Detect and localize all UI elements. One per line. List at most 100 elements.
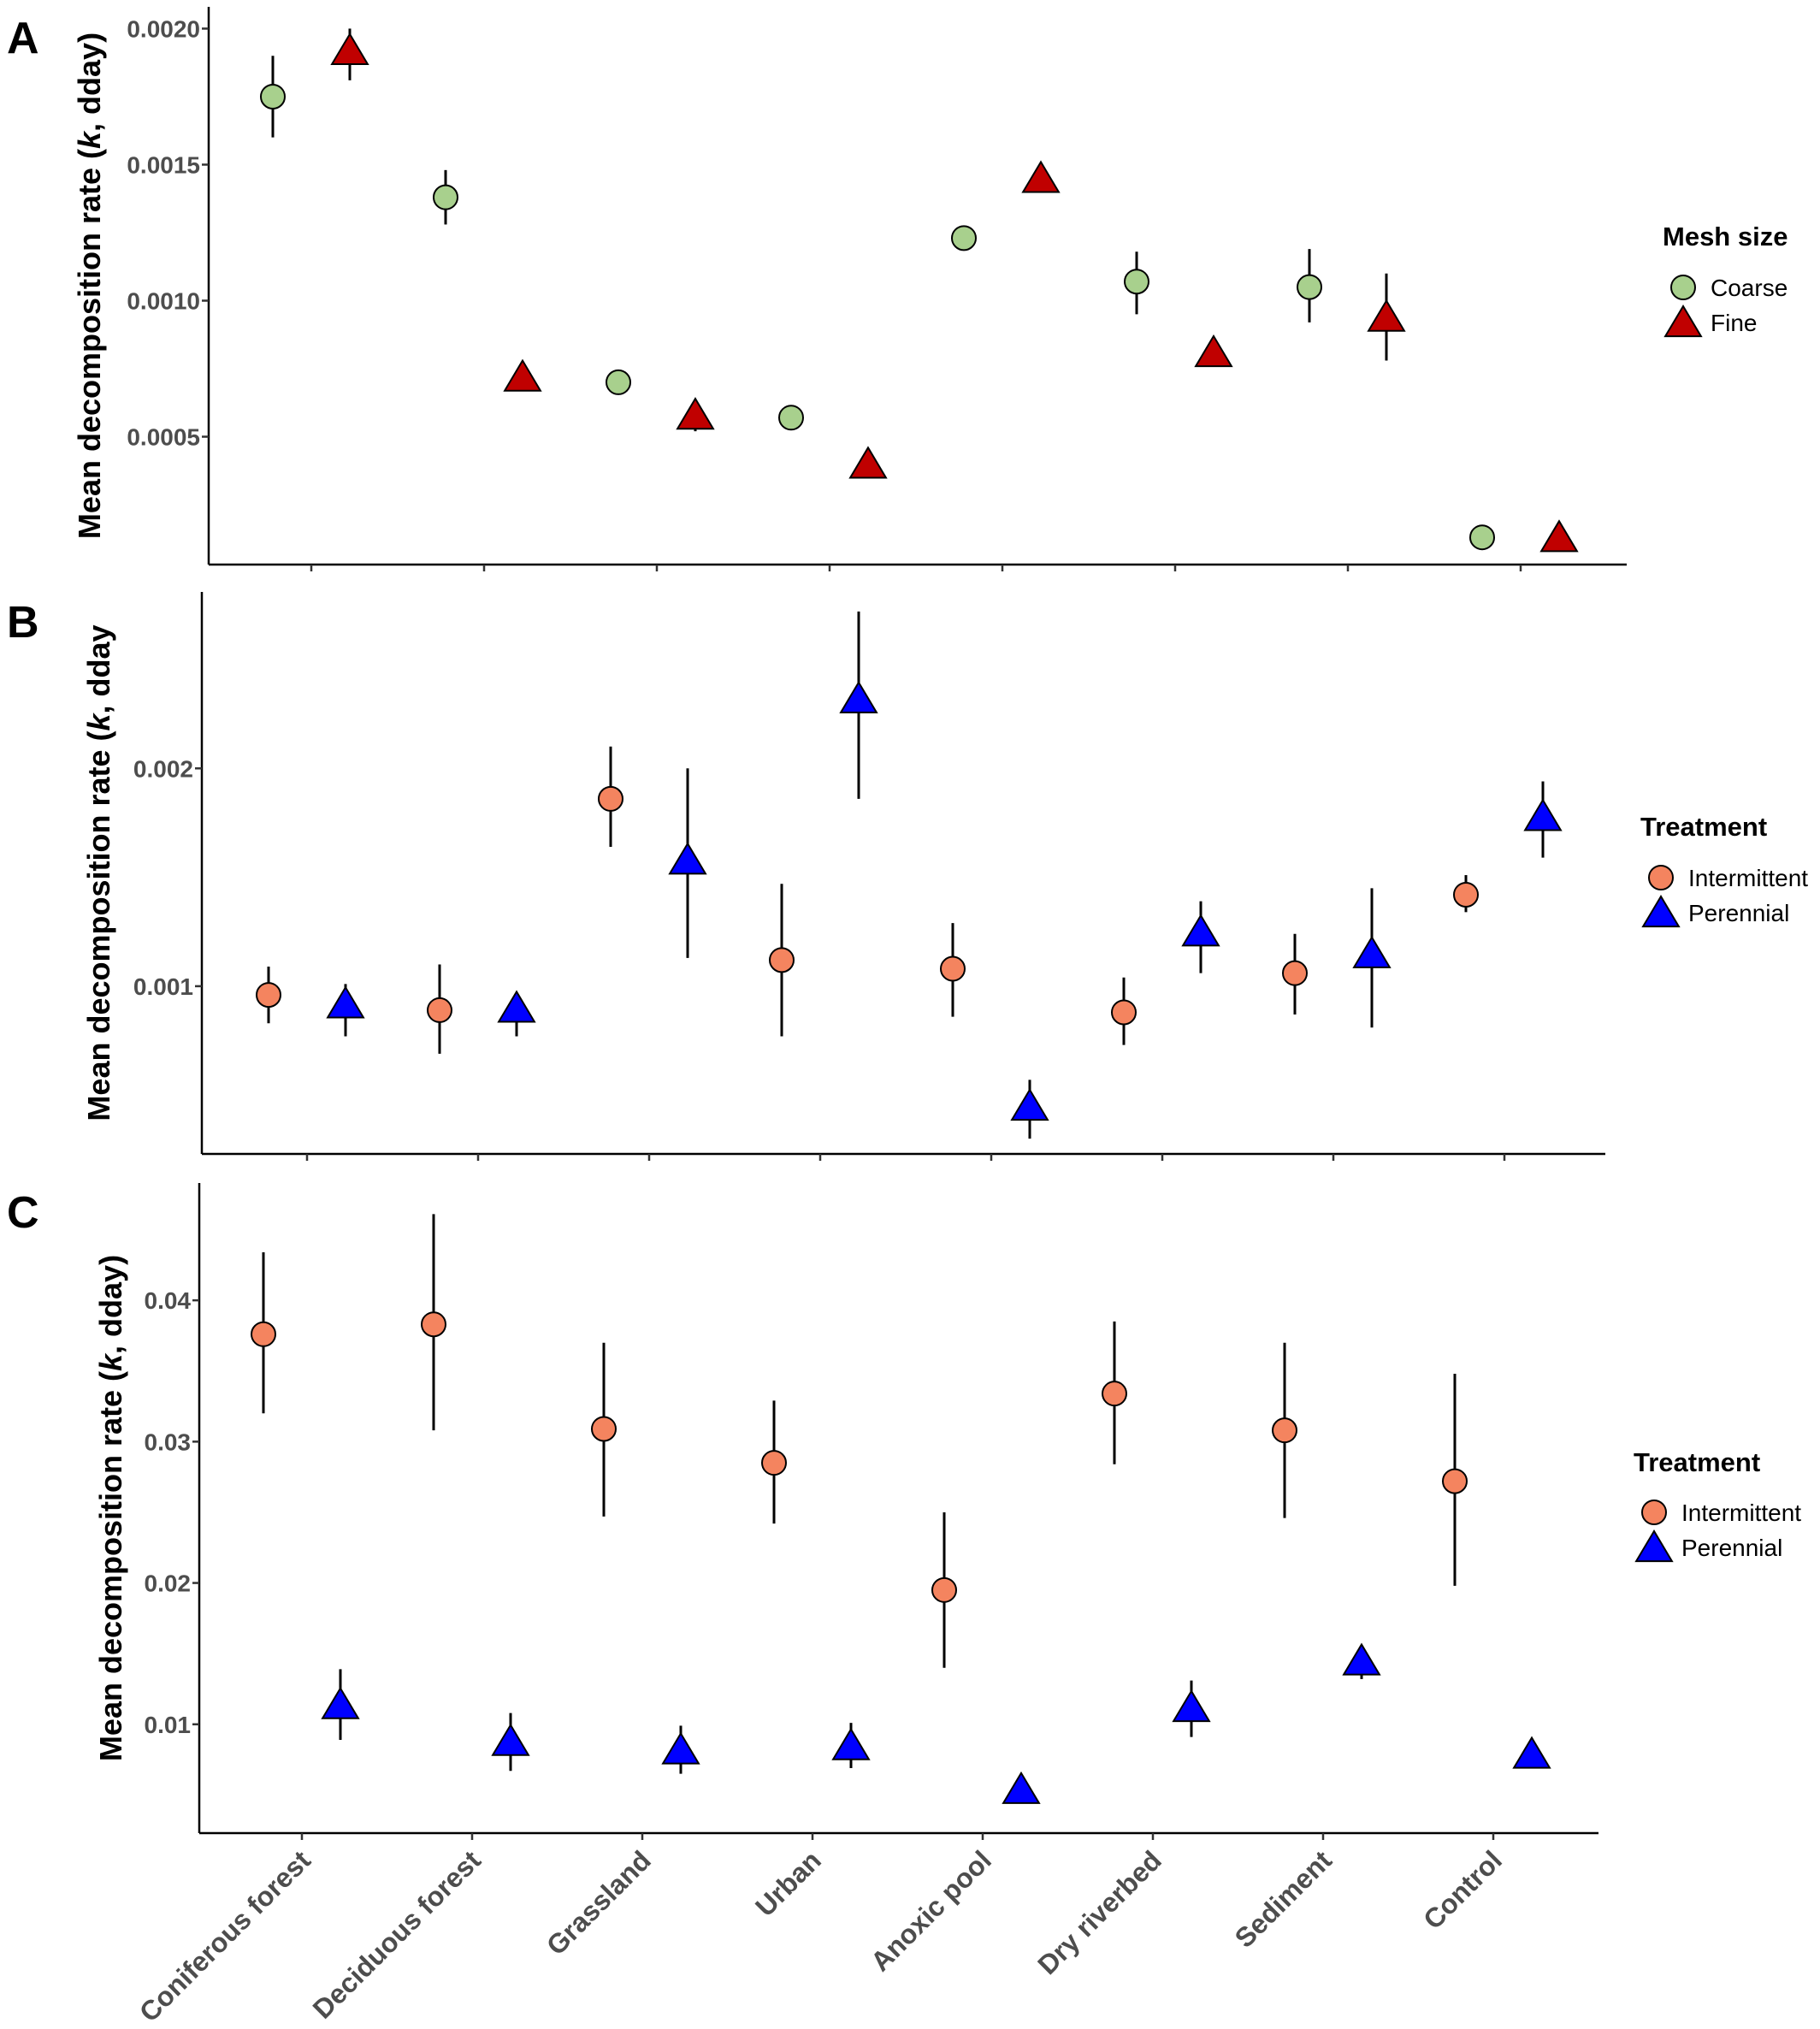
legend-label-fine: Fine: [1711, 310, 1757, 336]
x-label-dry-riverbed: Dry riverbed: [1031, 1844, 1167, 1980]
legend-label-intermittent: Intermittent: [1688, 865, 1808, 891]
x-label-coniferous-forest: Coniferous forest: [133, 1844, 316, 2027]
legend-marker-coarse: [1670, 275, 1696, 300]
x-label-grassland: Grassland: [541, 1844, 657, 1961]
data-point-intermittent: [1453, 881, 1479, 908]
panel-b: B 0.001 0.002 Mean decomposition rate (k, d…: [7, 592, 1808, 1161]
panel-a-series-fine: [330, 28, 1579, 553]
data-point-perennial: [497, 990, 536, 1023]
data-point-intermittent: [421, 1311, 446, 1338]
data-point-intermittent: [761, 1450, 787, 1476]
data-point-perennial: [1181, 914, 1220, 947]
data-point-fine: [848, 446, 888, 479]
data-point-perennial: [831, 1727, 871, 1760]
panel-c-legend: Treatment Intermittent Perennial: [1634, 1447, 1801, 1563]
data-point-intermittent: [931, 1576, 957, 1603]
x-label-control: Control: [1417, 1844, 1508, 1935]
panel-b-y-axis-label: Mean decomposition rate (k, dday: [81, 624, 116, 1121]
data-point-coarse: [1469, 524, 1495, 551]
panel-a-series-coarse: [260, 56, 1495, 551]
x-label-deciduous-forest: Deciduous forest: [307, 1844, 488, 2025]
y-axis-label-unit: , dday): [72, 33, 107, 132]
y-axis-label-main: Mean decomposition rate (: [93, 1371, 128, 1761]
data-point-intermittent: [256, 982, 281, 1009]
data-point-perennial: [1512, 1736, 1551, 1769]
y-axis-label-k: k: [72, 130, 107, 149]
data-point-fine: [503, 358, 542, 392]
data-point-fine: [330, 32, 369, 66]
legend-title: Treatment: [1634, 1447, 1760, 1477]
legend-marker-fine: [1663, 305, 1703, 338]
data-point-coarse: [778, 405, 804, 431]
data-point-intermittent: [1272, 1417, 1297, 1444]
data-point-perennial: [321, 1686, 360, 1719]
data-point-intermittent: [1111, 999, 1137, 1026]
x-label-anoxic-pool: Anoxic pool: [865, 1844, 997, 1977]
data-point-perennial: [1342, 1642, 1381, 1676]
legend-marker-perennial: [1641, 895, 1681, 928]
data-point-coarse: [260, 83, 286, 109]
panel-c: C 0.01 0.02 0.03 0.04 Coniferous forestDecidu…: [7, 1183, 1801, 2028]
x-label-urban: Urban: [749, 1844, 827, 1922]
panel-a-y-tick-label: 0.0010: [127, 287, 200, 314]
data-point-intermittent: [591, 1416, 617, 1442]
panel-c-series-intermittent: [251, 1214, 1468, 1668]
legend-label-coarse: Coarse: [1711, 275, 1788, 301]
panel-b-y-tick-label: 0.001: [133, 973, 193, 1000]
data-point-perennial: [661, 1731, 700, 1765]
data-point-intermittent: [1102, 1381, 1127, 1407]
data-point-intermittent: [427, 997, 452, 1023]
panel-b-legend: Treatment Intermittent Perennial: [1640, 812, 1808, 928]
y-axis-label-main: Mean decomposition rate (: [81, 731, 116, 1121]
panel-a: A 0.0005 0.0010 0.0015 0.0020 Mean decomposit…: [7, 7, 1788, 571]
data-point-perennial: [326, 985, 365, 1019]
legend-marker-intermittent: [1641, 1500, 1667, 1525]
data-point-coarse: [433, 184, 458, 210]
panel-b-series-intermittent: [256, 746, 1479, 1054]
x-label-sediment: Sediment: [1229, 1844, 1338, 1954]
data-point-intermittent: [1282, 960, 1308, 986]
data-point-coarse: [606, 369, 631, 395]
data-point-perennial: [1172, 1689, 1211, 1723]
panel-c-series-perennial: [321, 1642, 1551, 1804]
y-axis-label-unit: , dday: [81, 624, 116, 713]
data-point-perennial: [1002, 1771, 1041, 1804]
data-point-intermittent: [1442, 1468, 1468, 1494]
data-point-fine: [1021, 160, 1061, 193]
panel-b-series-perennial: [326, 611, 1563, 1139]
panel-b-y-tick-label: 0.002: [133, 755, 193, 782]
legend-label-perennial: Perennial: [1681, 1535, 1782, 1561]
panel-c-y-tick-label: 0.03: [145, 1429, 192, 1455]
panel-c-y-tick-label: 0.04: [145, 1287, 192, 1314]
data-point-perennial: [1010, 1088, 1049, 1121]
panel-b-letter: B: [7, 598, 39, 648]
data-point-fine: [676, 397, 715, 430]
y-axis-label-unit: , dday): [93, 1255, 128, 1354]
y-axis-label-k: k: [81, 712, 116, 731]
data-point-intermittent: [598, 785, 623, 812]
data-point-perennial: [839, 680, 878, 713]
data-point-fine: [1539, 519, 1579, 553]
data-point-intermittent: [940, 955, 966, 982]
legend-marker-perennial: [1634, 1529, 1674, 1563]
y-axis-label-k: k: [93, 1352, 128, 1371]
panel-a-legend: Mesh size Coarse Fine: [1663, 222, 1788, 338]
data-point-intermittent: [251, 1321, 276, 1347]
legend-title: Treatment: [1640, 812, 1767, 842]
data-point-fine: [1367, 299, 1406, 332]
data-point-intermittent: [769, 947, 795, 973]
data-point-perennial: [1352, 935, 1392, 968]
legend-label-perennial: Perennial: [1688, 900, 1789, 926]
legend-label-intermittent: Intermittent: [1681, 1500, 1801, 1526]
legend-marker-intermittent: [1648, 865, 1674, 890]
panel-c-letter: C: [7, 1188, 39, 1238]
data-point-coarse: [951, 225, 977, 251]
data-point-coarse: [1124, 269, 1149, 295]
panel-c-y-tick-label: 0.01: [145, 1712, 192, 1738]
panel-a-y-tick-label: 0.0020: [127, 15, 200, 42]
data-point-perennial: [668, 842, 707, 875]
data-point-perennial: [491, 1723, 530, 1756]
panel-c-y-axis-label: Mean decomposition rate (k, dday): [93, 1255, 128, 1761]
legend-title: Mesh size: [1663, 222, 1788, 251]
